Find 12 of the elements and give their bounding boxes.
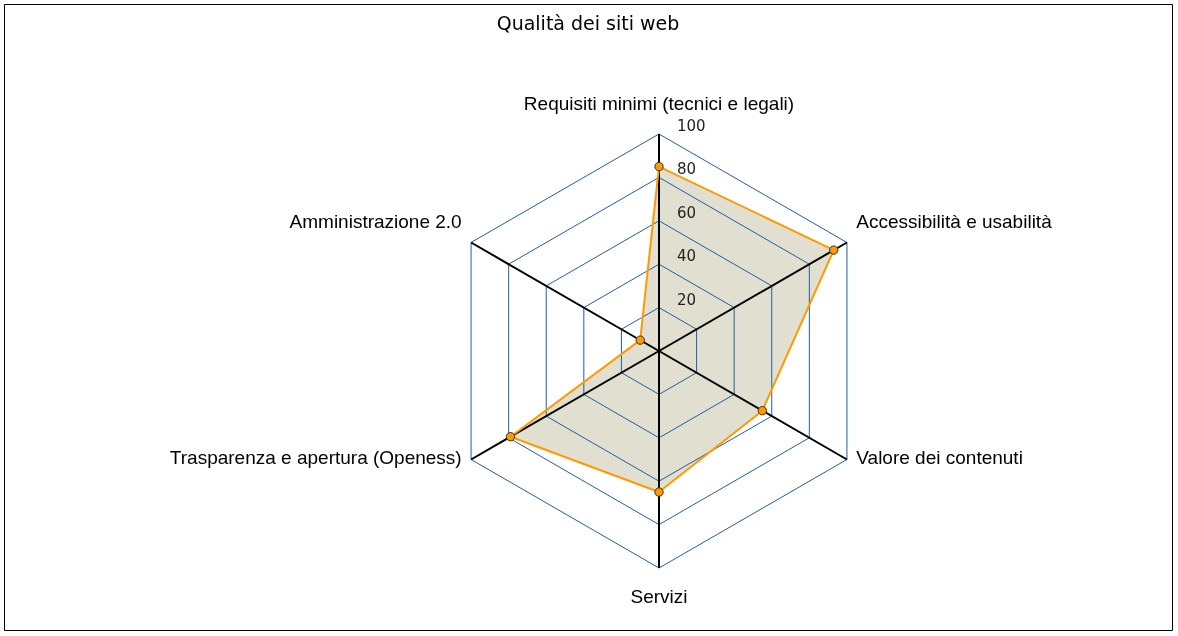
y-tick-label: 100 [677,117,706,135]
spoke-label: Valore dei contenuti [856,447,1023,469]
y-tick-label: 40 [677,247,697,266]
chart-title: Qualità dei siti web [496,12,680,34]
y-tick-label: 60 [677,203,697,222]
spoke-label: Accessibilità e usabilità [856,210,1053,232]
y-tick-label: 80 [677,160,697,179]
spoke-label: Trasparenza e apertura (Openess) [169,447,462,469]
spoke-label: Requisiti minimi (tecnici e legali) [523,93,795,115]
spoke-label: Servizi [630,585,688,607]
spoke-label: Amministrazione 2.0 [289,210,462,232]
y-tick-label: 20 [677,290,697,309]
